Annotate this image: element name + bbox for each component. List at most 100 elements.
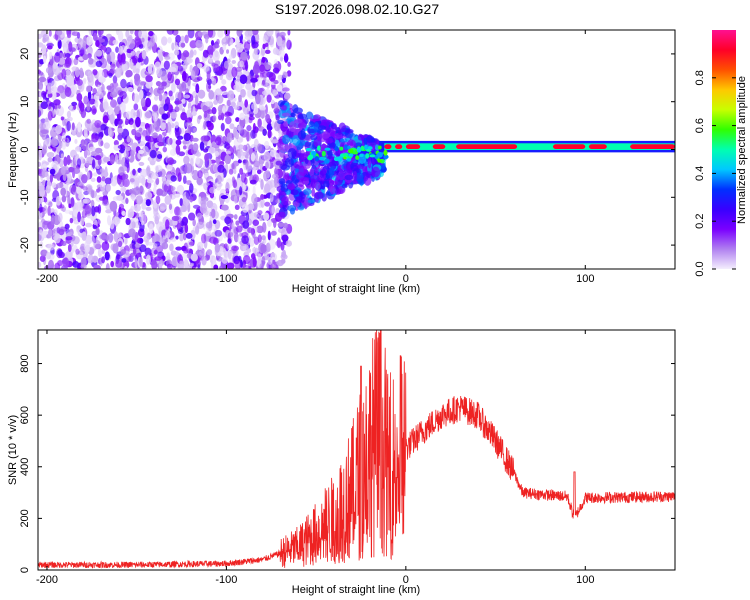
heatmap-cell (300, 128, 306, 139)
heatmap-cell (47, 110, 53, 121)
heatmap-cell (155, 177, 160, 186)
heatmap-cell (313, 114, 321, 122)
heatmap-cell (168, 203, 173, 210)
heatmap-cell (125, 111, 132, 120)
heatmap-cell (154, 164, 163, 172)
heatmap-cell (192, 137, 199, 142)
heatmap-cell (104, 251, 110, 261)
heatmap-cell (138, 127, 143, 132)
heatmap-cell (287, 205, 297, 212)
heatmap-cell (98, 38, 106, 43)
heatmap-cell (260, 197, 265, 208)
heatmap-cell (68, 203, 72, 209)
heatmap-cell (264, 170, 271, 179)
heatmap-cell (65, 236, 73, 241)
heatmap-cell (47, 243, 55, 251)
heatmap-cell (220, 195, 229, 200)
heatmap-cell (226, 49, 230, 54)
heatmap-cell (365, 153, 370, 159)
heatmap-cell (335, 175, 340, 181)
heatmap-cell (166, 179, 170, 187)
heatmap-cell (242, 264, 250, 269)
heatmap-cell (260, 193, 265, 200)
heatmap-cell (189, 183, 194, 194)
heatmap-cell (252, 219, 260, 226)
heatmap-cell (202, 104, 208, 113)
heatmap-cell (226, 262, 235, 269)
heatmap-cell (67, 244, 72, 252)
heatmap-cell (40, 129, 49, 135)
heatmap-cell (71, 101, 78, 106)
signal-band-peak (384, 144, 392, 150)
heatmap-cell (87, 149, 91, 156)
heatmap-cell (47, 259, 55, 269)
heatmap-cell (264, 201, 271, 207)
heatmap-cell (131, 243, 136, 250)
heatmap-cell (41, 44, 47, 55)
heatmap-cell (137, 79, 143, 91)
heatmap-cell (64, 52, 71, 58)
heatmap-cell (133, 179, 140, 191)
heatmap-cell (76, 92, 83, 102)
heatmap-cell (268, 72, 276, 82)
heatmap-cell (134, 243, 142, 248)
heatmap-cell (220, 122, 225, 132)
heatmap-cell (109, 220, 115, 230)
heatmap-cell (226, 132, 233, 144)
heatmap-cell (60, 153, 64, 159)
heatmap-cell (49, 173, 54, 183)
heatmap-cell (170, 111, 178, 119)
heatmap-cell (62, 132, 66, 142)
heatmap-cell (295, 171, 305, 180)
heatmap-cell (101, 199, 110, 207)
heatmap-cell (284, 157, 294, 168)
heatmap-cell (61, 68, 67, 80)
heatmap-cell (276, 237, 281, 249)
heatmap-cell (38, 122, 47, 130)
heatmap-cell (135, 195, 144, 205)
heatmap-cell (134, 258, 138, 268)
heatmap-cell (140, 97, 146, 108)
heatmap-cell (86, 101, 91, 112)
heatmap-cell (347, 145, 351, 150)
heatmap-cell (270, 261, 278, 269)
heatmap-cell (82, 186, 88, 191)
heatmap-cell (109, 154, 115, 165)
heatmap-cell (131, 128, 137, 136)
heatmap-cell (51, 182, 57, 188)
heatmap-cell (152, 132, 158, 139)
heatmap-cell (246, 125, 252, 132)
heatmap-cell (193, 49, 197, 56)
heatmap-cell (92, 172, 98, 177)
heatmap-cell (275, 114, 280, 121)
heatmap-cell (117, 232, 122, 239)
heatmap-cell (40, 197, 45, 203)
snr-ytick-label: 600 (19, 406, 31, 424)
heatmap-cell (152, 202, 158, 209)
heatmap-cell (263, 151, 271, 162)
heatmap-cell (304, 134, 313, 142)
heatmap-cell (236, 125, 241, 131)
heatmap-cell (214, 150, 220, 158)
heatmap-cell (48, 201, 53, 208)
heatmap-cell (77, 211, 81, 223)
heatmap-cell (199, 250, 206, 256)
heatmap-cell (267, 256, 273, 265)
heatmap-cell (148, 223, 154, 235)
heatmap-cell (49, 168, 56, 175)
heatmap-cell (84, 133, 89, 139)
heatmap-cell (166, 30, 175, 35)
heatmap-cell (46, 179, 52, 190)
heatmap-cell (225, 116, 232, 125)
heatmap-cell (39, 89, 43, 99)
heatmap-cell (166, 252, 171, 262)
heatmap-cell (64, 86, 72, 98)
heatmap-cell (102, 101, 109, 111)
heatmap-cell (55, 51, 60, 57)
heatmap-cell (247, 203, 255, 211)
heatmap-cell (127, 87, 134, 92)
heatmap-cell (252, 63, 260, 75)
heatmap-cell (45, 251, 52, 260)
heatmap-cell (117, 127, 124, 134)
heatmap-cell (191, 110, 197, 117)
